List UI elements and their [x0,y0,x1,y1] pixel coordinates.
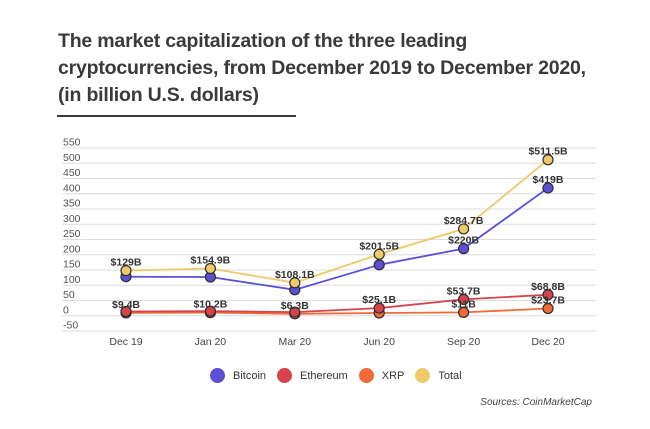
data-label-total: $154.9B [191,255,231,267]
y-tick-label: 450 [63,167,81,179]
data-point-total[interactable] [120,265,132,277]
data-point-total[interactable] [373,248,385,260]
y-tick-label: 50 [63,289,75,301]
data-label-total: $201.5B [359,240,399,252]
data-point-ethereum[interactable] [289,306,301,318]
data-point-bitcoin[interactable] [542,182,554,194]
data-label-ethereum: $25.1B [362,294,396,306]
x-tick-label: Jan 20 [195,336,227,348]
chart-title-line-3: (in billion U.S. dollars) [58,84,259,106]
series-points [120,154,554,320]
data-label-bitcoin: $419B [533,174,564,186]
legend-label-xrp: XRP [381,369,405,382]
y-tick-label: 300 [63,213,81,225]
data-point-total[interactable] [542,154,554,166]
legend-swatch-xrp-icon [358,368,374,383]
y-tick-label: 550 [63,137,81,149]
data-label-xrp: $9.4B [112,299,140,311]
y-tick-label: 250 [63,228,81,240]
data-point-ethereum[interactable] [458,293,470,305]
y-tick-label: 0 [63,304,69,316]
legend-swatch-ethereum-icon [277,368,293,383]
data-point-bitcoin[interactable] [373,259,385,271]
x-tick-label: Dec 20 [531,336,564,348]
legend-item-ethereum[interactable]: Ethereum [277,368,348,383]
data-labels: $9.4B $10.2B $6.3B $11B $23.7B $25.1B $53.7B $6… [111,146,568,312]
data-point-total[interactable] [289,277,301,289]
data-label-xrp: $10.2B [193,299,227,311]
legend-item-xrp[interactable]: XRP [358,368,405,383]
series-line-bitcoin [125,187,549,291]
data-label-xrp: $23.7B [531,295,565,307]
data-point-ethereum[interactable] [204,305,216,317]
data-point-xrp[interactable] [542,302,554,315]
data-point-xrp[interactable] [458,306,470,318]
y-tick-label: 350 [63,198,81,210]
source-note: Sources: CoinMarketCap [480,397,592,408]
legend: Bitcoin Ethereum XRP Total [210,368,473,383]
gridlines [62,147,596,332]
series-line-ethereum [125,293,549,313]
x-tick-label: Dec 19 [109,336,142,348]
data-label-total: $511.5B [528,146,568,158]
data-label-total: $108.1B [275,269,315,281]
data-label-total: $284.7B [444,215,484,227]
data-label-ethereum: $68.8B [531,281,565,293]
y-tick-label: 100 [63,274,81,286]
legend-swatch-total-icon [415,368,431,383]
data-point-total[interactable] [458,223,470,235]
x-tick-label: Mar 20 [278,336,311,348]
title-underline [57,115,296,117]
legend-item-total[interactable]: Total [415,368,462,383]
y-tick-label: 150 [63,259,81,271]
data-label-ethereum: $53.7B [447,285,481,297]
y-tick-label: 200 [63,243,81,255]
chart-title-line-1: The market capitalization of the three l… [58,30,468,52]
data-point-ethereum[interactable] [120,305,132,318]
x-axis-ticks: Dec 19 Jan 20 Mar 20 Jun 20 Sep 20 Dec 20 [109,336,564,348]
data-label-xrp: $11B [451,298,476,310]
data-point-total[interactable] [204,262,216,275]
series-lines [125,159,549,315]
data-point-ethereum[interactable] [373,302,385,314]
x-tick-label: Sep 20 [447,336,480,348]
legend-label-ethereum: Ethereum [300,369,348,382]
data-label-bitcoin: $220B [448,235,479,247]
y-tick-label: 400 [63,182,81,194]
series-line-total [125,159,549,284]
data-point-ethereum[interactable] [542,289,554,301]
data-point-bitcoin[interactable] [458,243,470,255]
legend-label-total: Total [438,369,462,382]
series-line-xrp [125,307,549,315]
data-label-total: $129B [111,257,142,269]
legend-swatch-bitcoin-icon [210,368,225,383]
x-tick-label: Jun 20 [363,336,395,348]
y-tick-label: -50 [63,320,78,332]
data-label-xrp: $6.3B [281,300,309,312]
y-tick-label: 500 [63,152,81,164]
chart-title: The market capitalization of the three l… [58,28,618,109]
legend-item-bitcoin[interactable]: Bitcoin [210,368,266,383]
chart-title-line-2: cryptocurrencies, from December 2019 to … [58,57,586,79]
legend-label-bitcoin: Bitcoin [233,369,267,382]
